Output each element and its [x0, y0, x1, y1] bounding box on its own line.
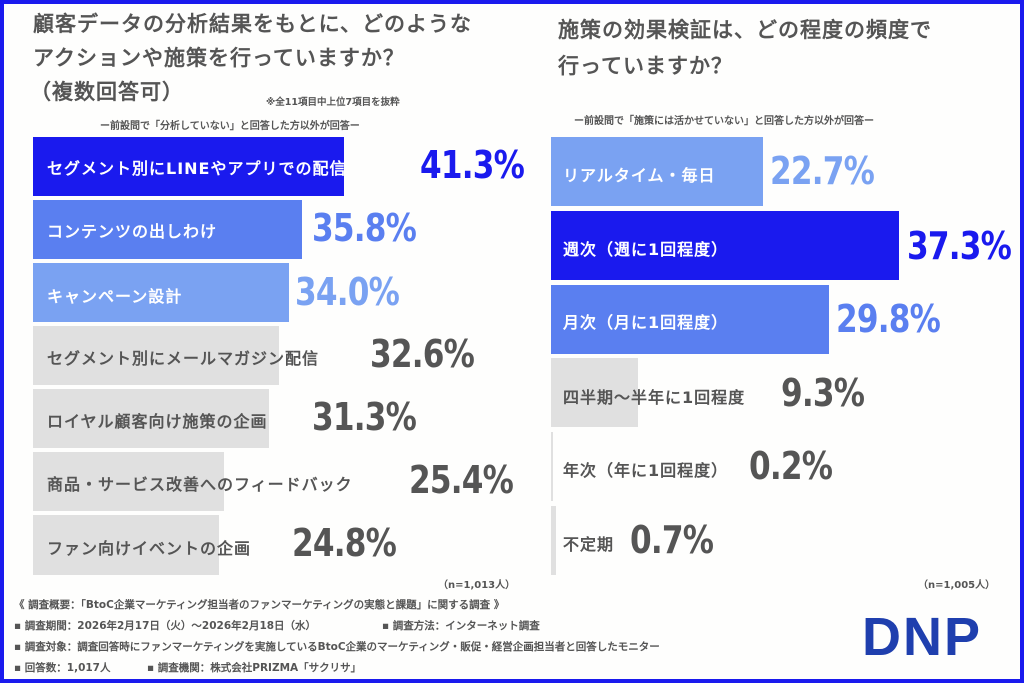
right-bar-3 [551, 285, 829, 354]
left-sample-size: （n=1,013人） [438, 580, 516, 591]
survey-method: ▪ 調査方法：インターネット調査 [382, 620, 540, 632]
left-bar-1 [33, 137, 344, 196]
right-bar-6-label: 不定期 [563, 535, 615, 554]
right-bar-2 [551, 211, 899, 280]
right-bar-5-label: 年次（年に1回程度） [563, 461, 729, 480]
right-bar-1-label: リアルタイム・毎日 [563, 166, 716, 185]
left-bar-5 [33, 389, 269, 448]
left-respondent-note: ー前設問で「分析していない」と回答した方以外が回答ー [100, 121, 360, 132]
right-bar-4-label: 四半期〜半年に1回程度 [563, 388, 746, 407]
left-bar-3-label: キャンペーン設計 [47, 287, 183, 306]
left-bar-7 [33, 515, 219, 575]
left-bar-3 [33, 263, 289, 322]
right-title-line1: 施策の効果検証は、どの程度の頻度で [558, 18, 932, 42]
right-bar-5-value: 0.2% [749, 444, 833, 488]
left-bar-3-value: 34.0% [295, 270, 400, 314]
survey-target: ▪ 調査対象：調査回答時にファンマーケティングを実施しているBtoC企業のマーケ… [14, 641, 660, 653]
left-bar-4-value: 32.6% [370, 332, 475, 376]
left-title-line1: 顧客データの分析結果をもとに、どのような [33, 12, 472, 36]
left-bar-1-label: セグメント別にLINEやアプリでの配信 [47, 159, 347, 178]
right-bar-6 [551, 506, 556, 575]
survey-responses: ▪ 回答数：1,017人 [14, 662, 111, 674]
left-bar-2-label: コンテンツの出しわけ [47, 222, 218, 241]
right-title-line2: 行っていますか？ [558, 54, 733, 78]
right-bar-3-value: 29.8% [836, 297, 941, 341]
dnp-logo: DNP [862, 607, 983, 667]
right-sample-size: （n=1,005人） [918, 580, 996, 591]
right-bar-1-value: 22.7% [770, 149, 875, 193]
left-bar-4-label: セグメント別にメールマガジン配信 [47, 349, 320, 368]
left-bar-6-label: 商品・サービス改善へのフィードバック [47, 475, 353, 494]
left-extract-note: ※全11項目中上位7項目を抜粋 [266, 97, 400, 108]
left-bar-6 [33, 452, 224, 511]
left-bar-5-value: 31.3% [312, 395, 417, 439]
right-bar-2-value: 37.3% [907, 224, 1012, 268]
right-respondent-note: ー前設問で「施策には活かせていない」と回答した方以外が回答ー [574, 116, 874, 127]
survey-overview: 《 調査概要：「BtoC企業マーケティング担当者のファンマーケティングの実態と課… [14, 599, 505, 611]
right-bar-5 [551, 432, 553, 501]
left-bar-7-value: 24.8% [292, 521, 397, 565]
right-bar-1 [551, 137, 763, 206]
left-bar-6-value: 25.4% [409, 458, 514, 502]
right-bar-4-value: 9.3% [781, 371, 865, 415]
right-bar-3-label: 月次（月に1回程度） [563, 313, 729, 332]
left-bar-4 [33, 326, 279, 385]
left-bar-2-value: 35.8% [312, 206, 417, 250]
survey-agency: ▪ 調査機関：株式会社PRIZMA「サクリサ」 [147, 662, 362, 674]
right-bar-6-value: 0.7% [630, 518, 714, 562]
right-bar-2-label: 週次（週に1回程度） [563, 240, 729, 259]
left-bar-7-label: ファン向けイベントの企画 [47, 539, 252, 558]
left-title-line2: アクションや施策を行っていますか？ [33, 46, 405, 70]
left-bar-1-value: 41.3% [420, 143, 525, 187]
left-bar-5-label: ロイヤル顧客向け施策の企画 [47, 412, 268, 431]
right-bar-4 [551, 358, 638, 427]
left-bar-2 [33, 200, 302, 259]
left-title-line3: （複数回答可） [30, 80, 184, 104]
survey-period: ▪ 調査期間：2026年2月17日（火）〜2026年2月18日（水） [14, 620, 317, 632]
